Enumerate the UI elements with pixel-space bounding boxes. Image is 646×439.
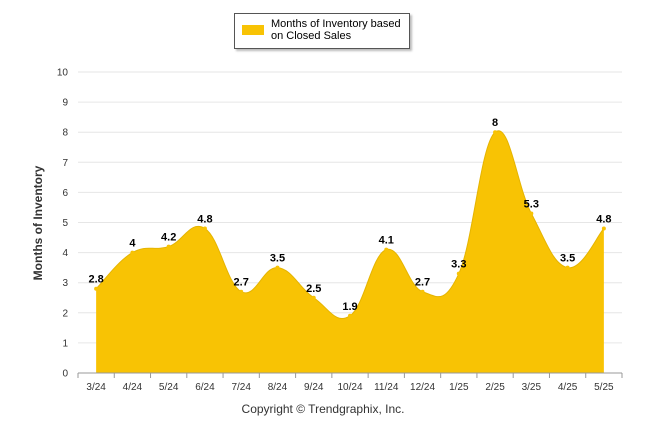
data-point[interactable] — [384, 247, 389, 252]
y-tick-label: 5 — [62, 218, 68, 229]
legend[interactable]: Months of Inventory based on Closed Sale… — [234, 13, 410, 49]
data-point[interactable] — [202, 226, 207, 231]
x-tick-label: 11/24 — [374, 382, 399, 393]
x-tick-label: 7/24 — [231, 382, 251, 393]
x-tick-label: 4/24 — [123, 382, 143, 393]
data-label: 4.2 — [161, 232, 176, 244]
data-label: 2.7 — [234, 277, 249, 289]
x-tick-label: 8/24 — [268, 382, 288, 393]
data-label: 1.9 — [342, 301, 357, 313]
x-tick-label: 1/25 — [449, 382, 469, 393]
y-tick-label: 6 — [62, 188, 68, 199]
y-tick-label: 8 — [62, 128, 68, 139]
y-tick-label: 3 — [62, 278, 68, 289]
data-label: 3.3 — [451, 259, 466, 271]
data-point[interactable] — [529, 211, 534, 216]
data-point[interactable] — [348, 313, 352, 318]
data-point[interactable] — [565, 265, 570, 270]
data-label: 4.1 — [379, 235, 394, 247]
data-labels: 2.8 4 4.2 4.8 2.7 3.5 2.5 1.9 4.1 2.7 3.3 8 5.3 3.5 4.… — [88, 117, 611, 313]
x-tick-label: 5/24 — [159, 382, 179, 393]
x-tick-label: 9/24 — [304, 382, 324, 393]
data-label: 2.5 — [306, 283, 321, 295]
x-tick-label: 2/25 — [485, 382, 505, 393]
data-label: 2.8 — [88, 274, 103, 286]
data-point[interactable] — [130, 250, 135, 255]
x-tick-label: 5/25 — [594, 382, 614, 393]
data-point[interactable] — [493, 130, 498, 135]
x-tick-label: 3/25 — [522, 382, 542, 393]
y-tick-label: 4 — [62, 248, 68, 259]
data-label: 5.3 — [524, 198, 539, 210]
data-point[interactable] — [275, 265, 280, 270]
x-tick-label: 10/24 — [337, 382, 362, 393]
data-label: 3.5 — [270, 253, 285, 265]
data-point[interactable] — [601, 226, 606, 231]
axes: 0 1 2 3 4 5 6 7 8 9 10 3/24 4/24 5/24 6/24 7/24 8/24 9/24… — [57, 68, 623, 393]
area-series — [94, 130, 606, 373]
y-tick-label: 7 — [62, 158, 68, 169]
y-tick-label: 9 — [62, 98, 68, 109]
legend-label-line-2: on Closed Sales — [271, 30, 352, 42]
x-tick-label: 12/24 — [410, 382, 435, 393]
data-label: 8 — [492, 117, 498, 129]
data-label: 4.8 — [197, 214, 212, 226]
data-label: 4.8 — [596, 214, 611, 226]
copyright-text: Copyright © Trendgraphix, Inc. — [241, 402, 405, 416]
y-tick-label: 0 — [62, 369, 68, 380]
area-line — [95, 130, 605, 319]
data-label: 4 — [129, 238, 136, 250]
y-axis-title: Months of Inventory — [31, 165, 45, 280]
data-point[interactable] — [94, 286, 99, 291]
y-tick-label: 10 — [57, 68, 69, 79]
y-tick-label: 1 — [62, 338, 68, 349]
data-point[interactable] — [166, 244, 171, 249]
y-tick-label: 2 — [62, 308, 68, 319]
legend-swatch — [242, 25, 264, 35]
legend-label: Months of Inventory based on Closed Sale… — [271, 18, 407, 42]
data-label: 3.5 — [560, 253, 575, 265]
area-fill — [96, 130, 604, 373]
x-tick-label: 6/24 — [195, 382, 215, 393]
data-point[interactable] — [456, 271, 461, 276]
x-tick-label: 3/24 — [86, 382, 106, 393]
legend-label-line-1: Months of Inventory based — [271, 18, 401, 30]
data-point[interactable] — [239, 289, 244, 294]
data-point[interactable] — [420, 289, 425, 294]
x-tick-label: 4/25 — [558, 382, 578, 393]
data-label: 2.7 — [415, 277, 430, 289]
data-point[interactable] — [311, 295, 316, 300]
